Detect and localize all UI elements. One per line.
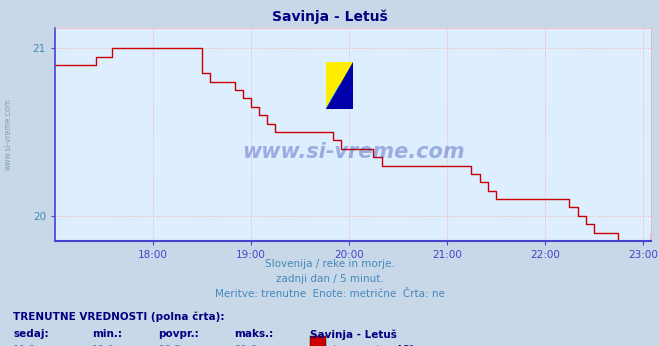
Text: Savinja - Letuš: Savinja - Letuš <box>272 10 387 25</box>
Text: TRENUTNE VREDNOSTI (polna črta):: TRENUTNE VREDNOSTI (polna črta): <box>13 311 225 321</box>
Text: povpr.:: povpr.: <box>158 329 199 339</box>
Polygon shape <box>326 62 353 109</box>
Text: www.si-vreme.com: www.si-vreme.com <box>242 142 465 162</box>
Text: temperatura[C]: temperatura[C] <box>332 345 414 346</box>
Text: 21,0: 21,0 <box>234 345 257 346</box>
Text: zadnji dan / 5 minut.: zadnji dan / 5 minut. <box>275 274 384 284</box>
Text: Savinja - Letuš: Savinja - Letuš <box>310 329 397 339</box>
Polygon shape <box>326 85 353 109</box>
Text: 19,9: 19,9 <box>92 345 115 346</box>
Text: min.:: min.: <box>92 329 123 339</box>
Text: www.si-vreme.com: www.si-vreme.com <box>3 99 13 171</box>
Text: 19,9: 19,9 <box>13 345 36 346</box>
Polygon shape <box>326 62 353 109</box>
Text: maks.:: maks.: <box>234 329 273 339</box>
Text: Meritve: trenutne  Enote: metrične  Črta: ne: Meritve: trenutne Enote: metrične Črta: … <box>215 289 444 299</box>
Text: 20,5: 20,5 <box>158 345 181 346</box>
Text: Slovenija / reke in morje.: Slovenija / reke in morje. <box>264 259 395 269</box>
Text: sedaj:: sedaj: <box>13 329 49 339</box>
